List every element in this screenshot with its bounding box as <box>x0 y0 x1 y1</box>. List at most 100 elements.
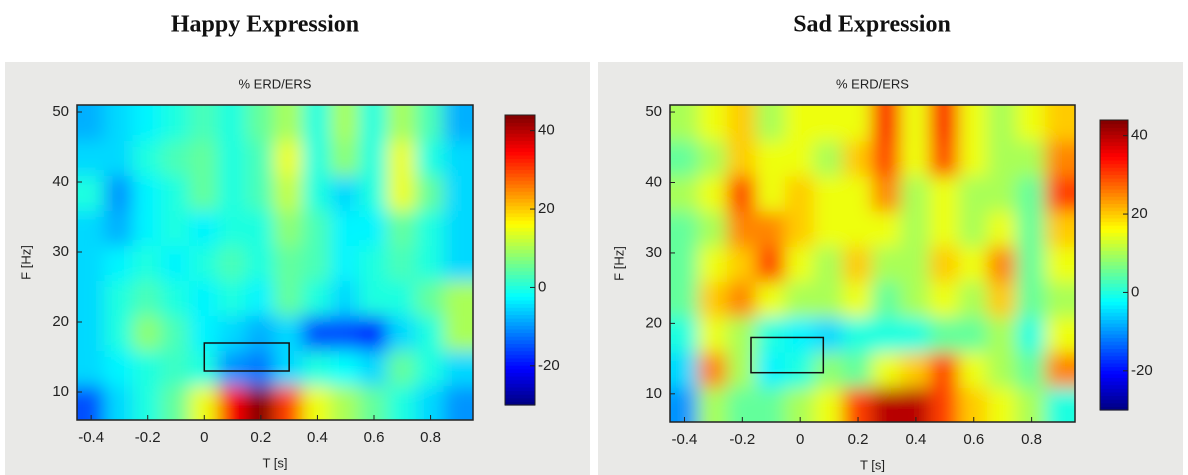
colorbar-step <box>1100 399 1128 404</box>
x-tick-label: 0.2 <box>250 429 271 446</box>
colorbar-step <box>505 241 535 247</box>
colorbar-step <box>1100 130 1128 136</box>
heatmap-cell <box>217 279 248 316</box>
colorbar-step <box>505 379 535 384</box>
x-axis-label: T [s] <box>262 455 287 470</box>
heatmap-cell <box>387 314 418 351</box>
heatmap-cell <box>958 280 990 318</box>
heatmap-cell <box>1045 315 1075 353</box>
x-tick-label: 0.6 <box>963 431 984 448</box>
colorbar-step <box>1100 181 1128 186</box>
y-axis-label: F [Hz] <box>18 245 33 280</box>
heatmap-cell <box>330 279 361 316</box>
heatmap-cell <box>217 174 248 211</box>
heatmap-cell <box>358 174 390 211</box>
heatmap-cell <box>189 105 220 141</box>
heatmap-cell <box>330 384 361 420</box>
colorbar-step <box>505 332 535 337</box>
colorbar-step <box>505 162 535 167</box>
colorbar-step <box>505 368 535 373</box>
colorbar-step <box>1100 236 1128 241</box>
colorbar-step <box>1100 319 1128 324</box>
colorbar-step <box>1100 312 1128 317</box>
colorbar-step <box>505 307 535 312</box>
colorbar-step <box>505 238 535 243</box>
colorbar-step <box>505 314 535 319</box>
heatmap-cell <box>784 174 816 212</box>
heatmap-cell <box>274 279 305 316</box>
heatmap-cell <box>358 384 390 420</box>
heatmap-cell <box>726 315 758 353</box>
colorbar-step <box>505 394 535 399</box>
colorbar-step <box>505 129 535 134</box>
y-tick-label: 30 <box>645 244 662 261</box>
heatmap-cell <box>358 279 390 316</box>
colorbar-step <box>1100 337 1128 342</box>
heatmap-cell <box>1045 105 1075 142</box>
y-tick-label: 10 <box>645 385 662 402</box>
heatmap-cell <box>245 244 276 281</box>
heatmap-cell <box>987 209 1019 247</box>
colorbar-step <box>505 263 535 268</box>
colorbar-step <box>505 336 535 341</box>
heatmap-cell <box>330 105 361 141</box>
heatmap-cell <box>302 279 333 316</box>
y-tick-label: 10 <box>52 383 69 400</box>
colorbar-step <box>505 173 535 178</box>
colorbar-step <box>505 274 535 279</box>
heatmap-cell <box>77 209 107 246</box>
heatmap-cell <box>987 244 1019 283</box>
heatmap-cell <box>160 174 192 211</box>
heatmap-cell <box>871 350 903 388</box>
colorbar-step <box>505 223 535 228</box>
heatmap-cell <box>697 105 729 142</box>
colorbar-step <box>1100 286 1128 291</box>
colorbar-step <box>1100 283 1128 288</box>
x-tick-label: 0.8 <box>420 429 441 446</box>
colorbar-step <box>505 151 535 156</box>
colorbar-step <box>1100 250 1128 255</box>
heatmap-cell <box>358 209 390 246</box>
heatmap-cell <box>987 174 1019 212</box>
heatmap-cell <box>697 174 729 212</box>
x-tick-label: 0 <box>796 431 804 448</box>
heatmap-cell <box>104 174 135 211</box>
colorbar-step <box>1100 261 1128 266</box>
heatmap-clip <box>670 105 1075 422</box>
colorbar-step <box>505 376 535 381</box>
heatmap-cell <box>330 349 361 386</box>
heatmap-cell <box>900 315 932 353</box>
colorbar-step <box>1100 272 1128 277</box>
colorbar-step <box>1100 355 1128 360</box>
heatmap-cell <box>1045 280 1075 318</box>
heatmap-cell <box>217 105 248 141</box>
colorbar-step <box>505 383 535 388</box>
heatmap-cell <box>813 385 845 422</box>
heatmap-cell <box>871 315 903 353</box>
heatmap-cell <box>217 349 248 386</box>
colorbar-step <box>1100 388 1128 393</box>
heatmap-cell <box>415 174 446 211</box>
colorbar-step <box>505 194 535 199</box>
heatmap-cell <box>358 105 390 141</box>
heatmap-cell <box>1045 385 1075 422</box>
heatmap-cell <box>958 209 990 247</box>
heatmap-cell <box>755 174 787 212</box>
heatmap-cell <box>217 314 248 351</box>
heatmap-cell <box>987 105 1019 142</box>
colorbar-frame <box>504 114 536 406</box>
heatmap-cell <box>784 385 816 422</box>
x-tick-label: 0.8 <box>1021 431 1042 448</box>
heatmap-cell <box>958 139 990 177</box>
colorbar-step <box>1100 359 1128 364</box>
colorbar-step <box>505 296 535 301</box>
heatmap-cell <box>245 139 276 176</box>
heatmap-clip <box>77 105 473 420</box>
heatmap-cell <box>842 350 874 388</box>
heatmap-cell <box>132 349 163 386</box>
heatmap-cell <box>929 244 961 283</box>
heatmap-cell <box>670 385 700 422</box>
heatmap-cell <box>697 139 729 177</box>
heatmap-cell <box>302 209 333 246</box>
heatmap-cell <box>871 105 903 142</box>
